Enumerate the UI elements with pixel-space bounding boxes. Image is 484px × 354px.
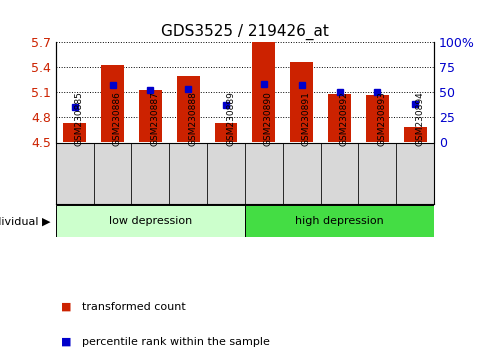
Bar <box>101 65 123 142</box>
Bar <box>403 127 425 142</box>
Bar <box>290 62 312 142</box>
Bar <box>365 95 388 142</box>
Text: GSM230890: GSM230890 <box>263 91 272 147</box>
Bar <box>63 124 86 142</box>
Text: low depression: low depression <box>108 216 192 226</box>
Bar <box>177 75 199 142</box>
Bar <box>169 143 207 204</box>
Text: GSM230888: GSM230888 <box>188 91 197 147</box>
Bar <box>244 143 282 204</box>
Bar <box>56 205 244 237</box>
Text: GSM230893: GSM230893 <box>377 91 386 147</box>
Bar <box>207 143 244 204</box>
Text: GSM230887: GSM230887 <box>150 91 159 147</box>
Bar <box>56 143 93 204</box>
Text: high depression: high depression <box>295 216 383 226</box>
Bar <box>395 143 433 204</box>
Text: GSM230892: GSM230892 <box>339 92 348 147</box>
Text: transformed count: transformed count <box>82 302 186 312</box>
Bar <box>93 143 131 204</box>
Text: GSM230885: GSM230885 <box>75 91 84 147</box>
Text: ■: ■ <box>60 302 71 312</box>
Text: GSM230886: GSM230886 <box>112 91 121 147</box>
Text: percentile rank within the sample: percentile rank within the sample <box>82 337 270 347</box>
Bar <box>358 143 395 204</box>
Bar <box>139 90 161 142</box>
Text: GSM230889: GSM230889 <box>226 91 235 147</box>
Bar <box>320 143 358 204</box>
Bar <box>282 143 320 204</box>
Text: individual ▶: individual ▶ <box>0 216 51 226</box>
Bar <box>131 143 169 204</box>
Text: ■: ■ <box>60 337 71 347</box>
Bar <box>244 205 433 237</box>
Title: GDS3525 / 219426_at: GDS3525 / 219426_at <box>161 23 328 40</box>
Text: GSM230894: GSM230894 <box>414 92 424 147</box>
Bar <box>252 42 274 142</box>
Bar <box>214 124 237 142</box>
Text: GSM230891: GSM230891 <box>301 91 310 147</box>
Bar <box>328 94 350 142</box>
